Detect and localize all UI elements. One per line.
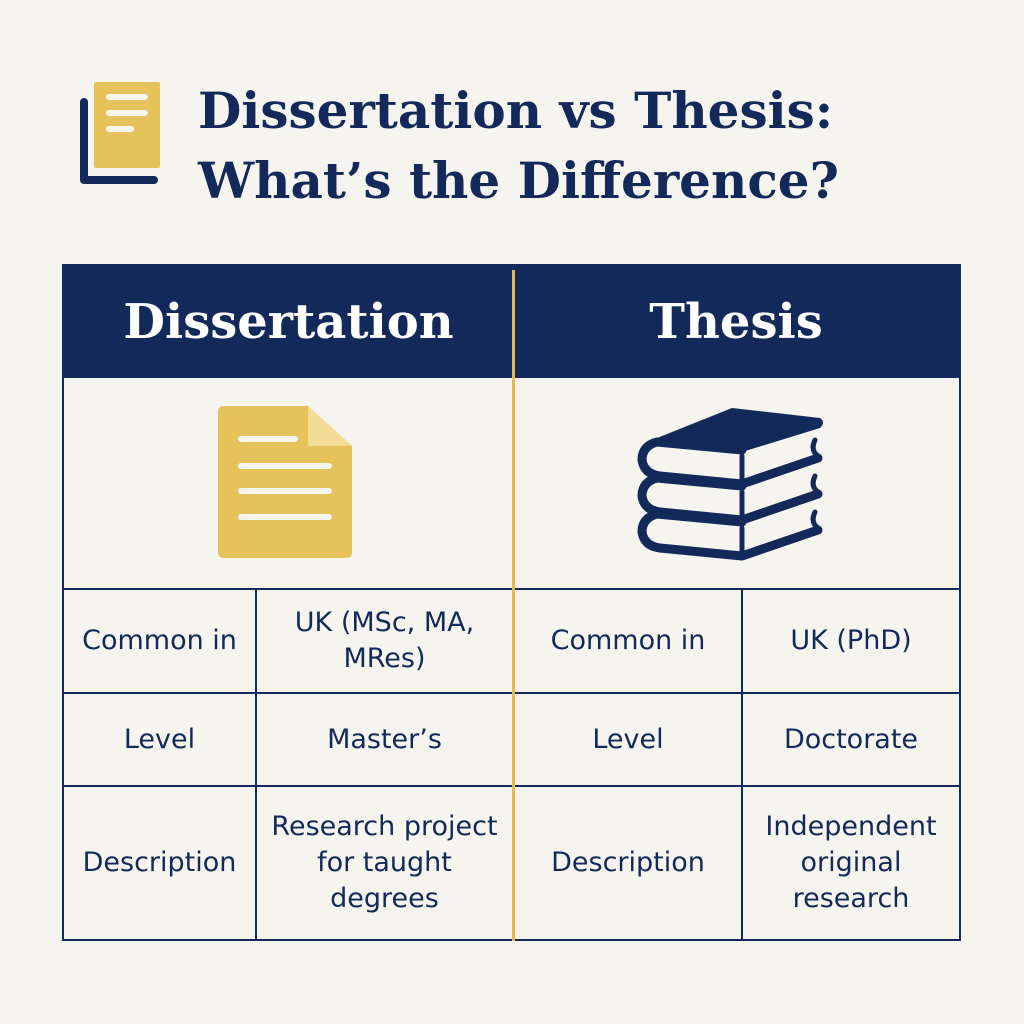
comparison-table: Dissertation Thesis Common in UK (MSc, M…	[62, 264, 961, 941]
header-thesis: Thesis	[513, 266, 959, 378]
value-description: Research project for taught degrees	[271, 811, 498, 914]
document-stack-icon	[80, 82, 160, 184]
value-level: Master’s	[327, 723, 442, 755]
document-icon	[218, 406, 352, 558]
label-description: Description	[551, 847, 705, 878]
label-description: Description	[82, 847, 237, 878]
label-common-in: Common in	[550, 625, 706, 656]
label-level: Level	[592, 723, 664, 755]
value-common-in: UK (PhD)	[790, 625, 912, 656]
label-level: Level	[123, 723, 196, 755]
page-title: Dissertation vs Thesis: What’s the Diffe…	[198, 76, 839, 216]
value-common-in: UK (MSc, MA, MRes)	[294, 607, 475, 674]
title-line-2: What’s the Difference?	[198, 151, 839, 210]
column-divider	[512, 270, 515, 941]
books-icon	[637, 408, 823, 561]
label-common-in: Common in	[82, 625, 237, 656]
title-line-1: Dissertation vs Thesis:	[198, 81, 834, 140]
header-dissertation: Dissertation	[64, 266, 513, 378]
value-level: Doctorate	[783, 723, 919, 755]
value-description: Independent original research	[765, 811, 937, 914]
